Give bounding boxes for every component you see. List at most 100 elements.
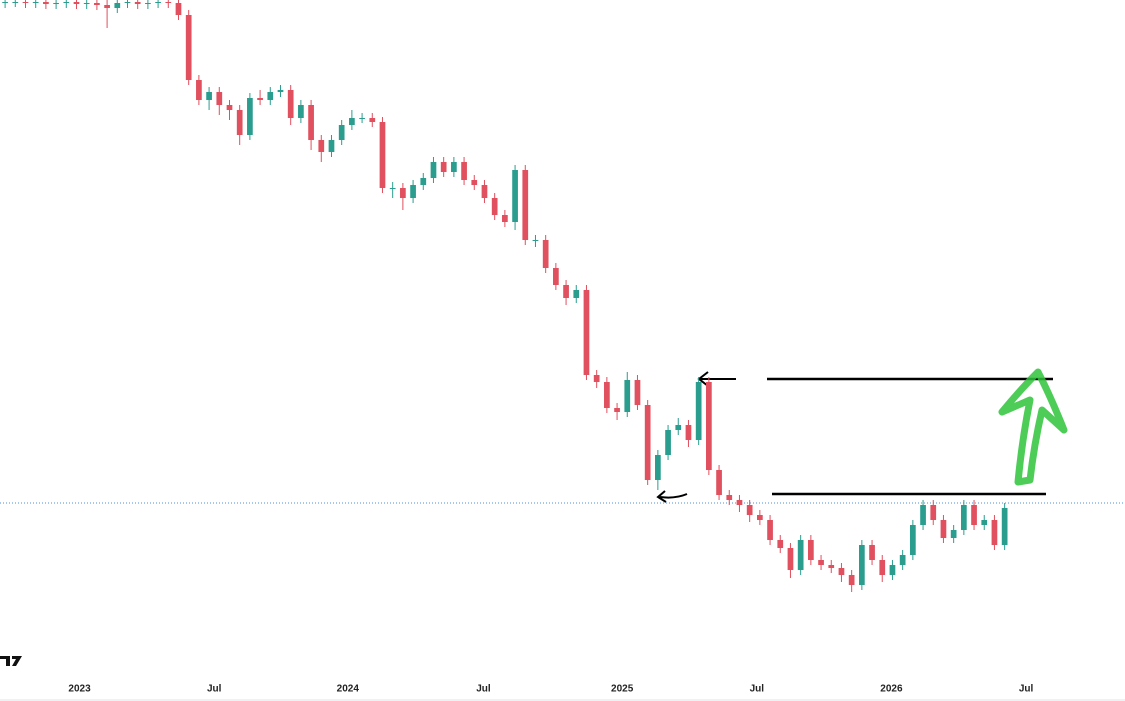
candle-body [828,565,835,568]
candle-body [726,495,733,500]
candle-body [838,568,845,575]
candle-body [604,382,610,408]
candle-body [685,425,692,440]
candle-body [226,105,233,110]
candle-body [410,185,416,198]
candle-body [471,180,478,185]
x-tick-label: Jul [750,684,765,695]
candle-body [1001,508,1008,545]
candle-body [899,555,906,565]
candle-body [308,105,314,140]
candle-body [22,2,29,3]
candle-body [257,98,263,100]
candle-body [950,530,957,538]
candle-body [277,90,284,92]
candle-body [53,3,59,4]
candle-body [930,505,937,520]
up-arrow [998,368,1068,486]
candle-body [134,2,141,4]
candle-body [491,198,498,215]
candle-body [379,122,386,188]
candle-body [145,3,151,4]
candle-body [196,80,202,100]
candle-body [83,3,90,4]
candle-body [808,540,814,560]
candle-body [818,560,824,565]
candle-body [73,2,80,4]
candle-body [104,5,110,8]
candle-body [32,2,39,3]
candle-body [2,2,8,3]
candle-body [614,408,620,412]
candle-body [512,170,518,222]
candle-body [94,3,100,5]
candle-body [889,565,896,575]
candle-body [644,405,651,480]
candle-body [328,140,335,152]
candle-body [461,162,467,180]
candle-body [369,118,376,122]
candle-body [502,215,508,222]
x-tick-label: 2023 [68,684,91,695]
candle-body [175,3,182,15]
candle-body [206,92,212,100]
candle-body [563,285,569,298]
candle-body [522,170,529,240]
candle-body [593,375,600,382]
drawings [656,368,1068,503]
candle-body [43,2,49,4]
candle-body [869,545,875,560]
candle-body [440,162,447,172]
candle-body [267,92,274,100]
candle-body [573,290,580,298]
candle-body [532,240,539,241]
candle-body [451,162,457,172]
candle-body [236,110,243,135]
candle-body [787,548,794,570]
candle-body [777,540,784,548]
candle-body [318,140,325,152]
candle-body [430,162,437,178]
candle-body [114,3,121,8]
candle-body [797,540,804,570]
candle-body [960,505,967,530]
candle-body [624,380,631,412]
candle-body [165,2,172,3]
candle-body [858,545,865,585]
candle-body [287,90,294,118]
x-tick-label: 2026 [880,684,903,695]
candle-body [298,105,304,118]
candle-body [12,2,19,3]
candle-body [553,268,559,285]
x-tick-label: 2025 [611,684,634,695]
x-tick-label: Jul [1019,684,1034,695]
candle-body [583,290,590,375]
candle-body [349,118,355,125]
candle-body [675,425,682,430]
candle-body [247,98,253,135]
candle-body [991,520,998,545]
candle-body [757,515,763,520]
candle-body [848,575,855,585]
candle-body [400,188,406,198]
candle-body [338,125,345,140]
arrow [656,490,688,503]
logo [0,656,22,666]
candle-body [359,118,365,119]
candle-body [665,430,671,455]
candle-body [767,520,773,540]
x-tick-label: 2024 [337,684,360,695]
candle-body [920,505,926,525]
candle-body [909,525,916,555]
candle-body [971,505,977,525]
candle-body [185,15,192,80]
candle-body [124,2,131,3]
x-tick-label: Jul [476,684,491,695]
candle-body [716,470,722,495]
candle-body [420,178,427,185]
x-tick-label: Jul [207,684,222,695]
candle-body [655,455,661,480]
candle-body [542,240,549,268]
